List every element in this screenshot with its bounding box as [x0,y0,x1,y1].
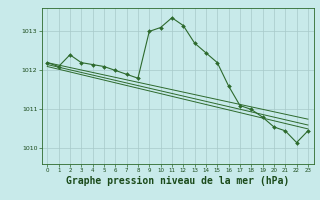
X-axis label: Graphe pression niveau de la mer (hPa): Graphe pression niveau de la mer (hPa) [66,176,289,186]
